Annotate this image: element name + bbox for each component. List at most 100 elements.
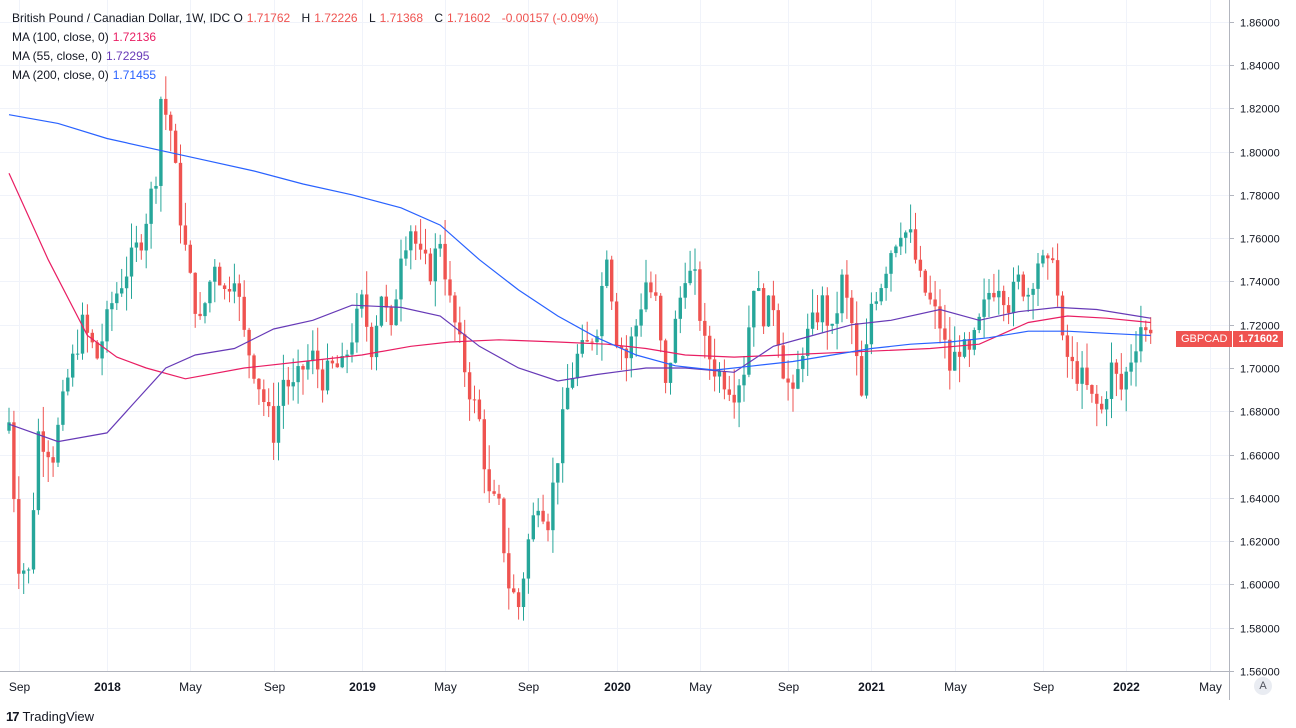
candle-down (845, 274, 849, 298)
candle-up (325, 360, 330, 391)
candle-up (884, 273, 888, 289)
candle-down (791, 382, 795, 389)
candle-down (169, 114, 173, 131)
candle-down (330, 360, 335, 364)
candle-up (213, 266, 217, 282)
legend-ma55[interactable]: MA (55, close, 0) 1.72295 (12, 49, 150, 63)
candle-up (982, 299, 986, 317)
candle-down (448, 279, 452, 296)
candle-up (894, 246, 898, 254)
candle-up (360, 294, 364, 309)
candle-up (56, 424, 60, 463)
x-tick-label: May (179, 680, 202, 694)
candle-down (663, 340, 668, 383)
candle-up (129, 247, 134, 277)
candle-up (1104, 398, 1109, 410)
y-tick-label: 1.82000 (1240, 104, 1280, 116)
candle-up (717, 371, 722, 377)
candle-down (164, 98, 168, 115)
ohlc-values: O 1.71762 H 1.72226 L 1.71368 C 1.71602 -0.0… (233, 11, 599, 25)
candle-up (908, 229, 913, 233)
candle-down (46, 451, 50, 458)
candle-down (389, 307, 393, 326)
x-tick-label: 2020 (604, 680, 631, 694)
candle-down (928, 292, 932, 300)
candle-down (712, 359, 717, 377)
candle-down (443, 243, 447, 280)
candle-up (864, 344, 869, 396)
candle-up (806, 328, 810, 356)
candle-down (242, 296, 246, 330)
candle-up (80, 314, 85, 354)
candle-up (71, 353, 75, 378)
candle-up (737, 385, 741, 403)
time-axis[interactable]: Sep 2018 May Sep 2019 May Sep 2020 May Sep 2021 May… (9, 680, 1222, 694)
candle-up (747, 327, 751, 375)
y-tick-label: 1.58000 (1240, 624, 1280, 636)
candle-up (1129, 362, 1133, 372)
candle-up (203, 303, 207, 317)
legend-ma200[interactable]: MA (200, close, 0) 1.71455 (12, 68, 157, 82)
candle-down (1021, 274, 1025, 297)
candle-up (830, 323, 834, 326)
candle-up (399, 258, 403, 300)
symbol-title[interactable]: British Pound / Canadian Dollar, 1W, IDC (12, 11, 231, 25)
y-tick-label: 1.66000 (1240, 451, 1280, 463)
candle-up (575, 353, 580, 379)
candle-up (1011, 281, 1016, 313)
auto-scale-button[interactable]: A (1254, 677, 1272, 695)
candle-down (850, 297, 854, 324)
last-price-tag: GBPCAD 1.71602 (1176, 331, 1284, 347)
candle-down (418, 243, 423, 250)
candle-down (722, 371, 727, 390)
candle-up (144, 223, 148, 251)
candle-up (75, 353, 80, 355)
moving-averages (8, 114, 1151, 443)
x-tick-label: Sep (778, 680, 800, 694)
candle-down (649, 282, 653, 293)
x-tick-label: May (434, 680, 457, 694)
candle-down (771, 295, 776, 311)
candle-up (556, 463, 560, 483)
candle-down (923, 270, 927, 293)
candle-up (1031, 288, 1035, 295)
candle-down (90, 332, 94, 343)
candle-up (536, 510, 540, 516)
candle-up (683, 283, 687, 298)
candle-up (801, 355, 805, 370)
candle-down (855, 323, 859, 357)
candle-up (605, 259, 609, 286)
candle-up (551, 482, 555, 531)
candle-down (247, 329, 251, 356)
candle-up (757, 288, 761, 291)
candle-up (276, 405, 281, 443)
ma100-line (8, 172, 1151, 380)
candle-up (281, 379, 286, 406)
candle-down (497, 493, 501, 499)
x-tick-label: Sep (518, 680, 540, 694)
candle-down (257, 378, 261, 390)
candle-down (541, 510, 545, 522)
tradingview-logo[interactable]: 17 TradingView (6, 709, 94, 724)
legend-ma100[interactable]: MA (100, close, 0) 1.72136 (12, 30, 157, 44)
candle-down (507, 553, 511, 589)
candle-down (492, 491, 496, 494)
candle-up (1134, 351, 1138, 363)
price-axis[interactable]: 1.86000 1.84000 1.82000 1.80000 1.78000 1.760… (1229, 18, 1280, 679)
candle-down (659, 295, 663, 341)
candle-up (521, 578, 526, 608)
candle-up (1041, 255, 1045, 264)
candle-down (1100, 403, 1104, 410)
candle-down (335, 363, 339, 368)
y-tick-label: 1.76000 (1240, 234, 1280, 246)
y-tick-label: 1.78000 (1240, 191, 1280, 203)
candle-down (1095, 393, 1099, 404)
candle-down (183, 225, 188, 245)
candle-down (546, 521, 550, 531)
candle-up (953, 351, 957, 371)
candle-down (516, 592, 521, 608)
candle-up (1124, 371, 1128, 390)
candle-up (531, 515, 535, 540)
candle-down (218, 266, 222, 286)
